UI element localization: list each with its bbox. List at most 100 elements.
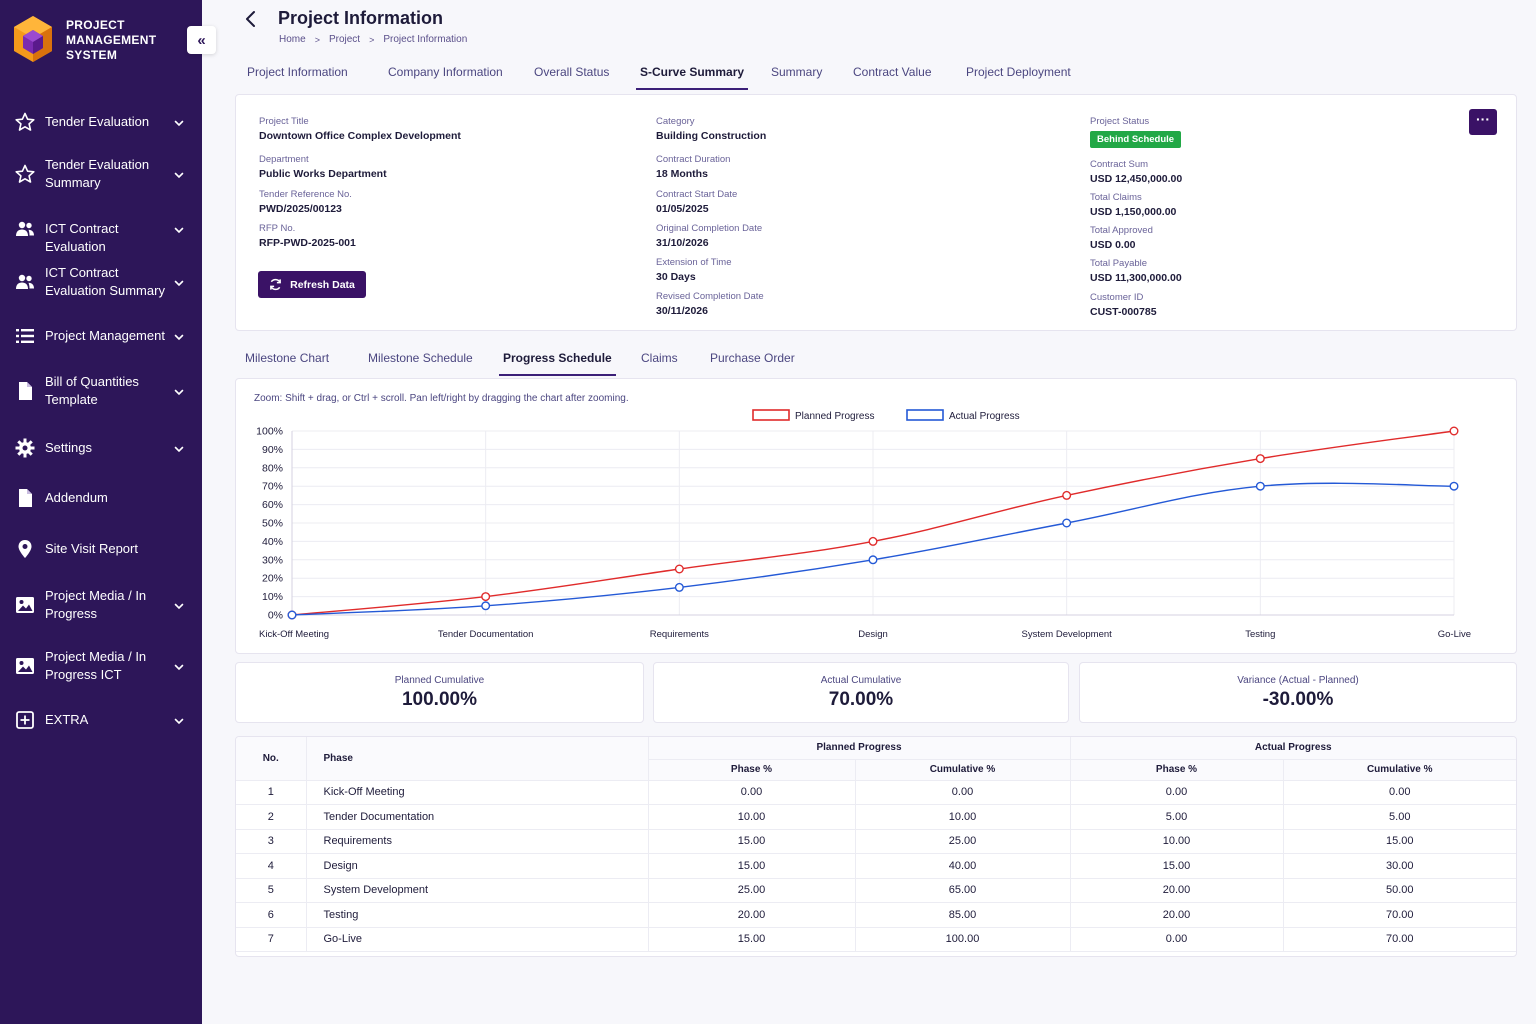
field-label: Contract Start Date — [656, 189, 738, 200]
document-icon — [15, 381, 35, 401]
page-title: Project Information — [278, 8, 444, 28]
field-total-approved: Total Approved USD 0.00 — [1090, 225, 1153, 253]
table-cell: 10.00 — [1070, 829, 1284, 854]
table-cell: System Development — [306, 878, 649, 903]
chevron-down-icon — [173, 660, 185, 672]
field-label: Department — [259, 154, 309, 165]
field-label: Total Approved — [1090, 225, 1153, 236]
chevron-down-icon — [173, 714, 185, 726]
stat-label: Actual Cumulative — [820, 675, 902, 686]
field-value: Building Construction — [656, 130, 767, 142]
field-label: Project Title — [259, 116, 309, 127]
field-customer-id: Customer ID CUST-000785 — [1090, 292, 1157, 320]
star-icon — [15, 164, 35, 184]
field-value: 01/05/2025 — [656, 203, 709, 215]
table-row: 6 Testing 20.00 85.00 20.00 70.00 — [236, 902, 1516, 928]
field-label: Total Claims — [1090, 192, 1142, 203]
table-cell: 70.00 — [1283, 902, 1516, 928]
col-planned-phase: Phase % — [648, 759, 856, 781]
users-icon — [15, 219, 35, 239]
tab-company-information[interactable]: Company Information — [388, 65, 503, 79]
stat-label: Variance (Actual - Planned) — [1237, 675, 1359, 686]
tab-s-curve-summary[interactable]: S-Curve Summary — [636, 60, 749, 90]
breadcrumb: Home > Project > Project Information — [279, 34, 467, 45]
col-actual-phase: Phase % — [1070, 759, 1284, 781]
breadcrumb-home[interactable]: Home — [279, 34, 306, 45]
field-label: Customer ID — [1090, 292, 1144, 303]
table-cell: 0.00 — [648, 780, 856, 805]
sidebar: PROJECT MANAGEMENT SYSTEM Tender Evaluat… — [0, 0, 202, 1024]
subtab-purchase-order[interactable]: Purchase Order — [710, 351, 795, 365]
map-pin-icon — [15, 539, 35, 559]
collapse-sidebar-button[interactable]: « — [187, 26, 216, 54]
back-arrow-icon[interactable] — [243, 10, 259, 28]
field-label: Tender Reference No. — [259, 189, 352, 200]
s-curve-chart[interactable]: 0% 10% 20% 30% 40% 50% 60% 70% 80% 90% 100% Kick-Of… — [236, 379, 1518, 655]
field-value: 30/11/2026 — [656, 305, 708, 317]
field-label: Project Status — [1090, 116, 1150, 127]
field-department: Department Public Works Department — [259, 154, 387, 182]
y-tick-label: 80% — [262, 462, 283, 474]
table-row: 4 Design 15.00 40.00 15.00 30.00 — [236, 853, 1516, 879]
table-cell: Requirements — [306, 829, 649, 854]
field-project-title: Project Title Downtown Office Complex Dev… — [259, 116, 461, 144]
table-cell: Tender Documentation — [306, 804, 649, 830]
table-cell: Testing — [306, 902, 649, 928]
y-tick-label: 20% — [262, 573, 283, 585]
planned-progress-point — [674, 564, 684, 574]
tab-project-information[interactable]: Project Information — [247, 65, 348, 79]
subtab-milestone-schedule[interactable]: Milestone Schedule — [368, 351, 473, 365]
subtab-claims[interactable]: Claims — [641, 351, 678, 365]
users-icon — [15, 272, 35, 292]
table-cell: 50.00 — [1283, 878, 1516, 903]
tab-overall-status[interactable]: Overall Status — [534, 65, 610, 79]
y-tick-label: 50% — [262, 518, 283, 530]
field-total-claims: Total Claims USD 1,150,000.00 — [1090, 192, 1176, 220]
col-actual-group: Actual Progress — [1070, 737, 1516, 760]
sidebar-item-label: Tender Evaluation Summary — [45, 157, 150, 190]
field-label: Revised Completion Date — [656, 291, 764, 302]
actual-progress-point — [481, 601, 491, 611]
col-planned-cum: Cumulative % — [855, 759, 1071, 781]
field-value: Public Works Department — [259, 168, 387, 180]
more-options-button[interactable]: ··· — [1469, 109, 1497, 135]
variance-card: Variance (Actual - Planned) -30.00% — [1079, 662, 1517, 723]
table-cell: 0.00 — [855, 780, 1071, 805]
subtab-milestone-chart[interactable]: Milestone Chart — [245, 351, 330, 365]
chevron-down-icon — [173, 168, 185, 180]
y-tick-label: 0% — [268, 610, 283, 622]
sidebar-item-label: Tender Evaluation — [45, 114, 150, 129]
breadcrumb-current: Project Information — [383, 34, 468, 45]
project-status-field: Project Status Behind Schedule — [1090, 116, 1182, 148]
field-value: USD 1,150,000.00 — [1090, 206, 1177, 218]
table-cell: 15.00 — [1283, 829, 1516, 854]
y-tick-label: 60% — [262, 499, 283, 511]
tab-contract-value[interactable]: Contract Value — [853, 65, 932, 79]
breadcrumb-project[interactable]: Project — [328, 34, 361, 45]
field-label: Contract Duration — [656, 154, 731, 165]
tab-project-deployment[interactable]: Project Deployment — [966, 65, 1071, 79]
field-contract-duration: Contract Duration 18 Months — [656, 154, 730, 182]
brand[interactable]: PROJECT MANAGEMENT SYSTEM — [12, 14, 156, 66]
brand-line: PROJECT — [66, 17, 125, 32]
table-row: 7 Go-Live 15.00 100.00 0.00 70.00 — [236, 927, 1516, 952]
table-cell: Kick-Off Meeting — [306, 780, 649, 805]
field-original-completion-date: Original Completion Date 31/10/2026 — [656, 223, 762, 251]
refresh-data-button[interactable]: Refresh Data — [258, 271, 366, 298]
x-tick-label: Tender Documentation — [438, 629, 534, 640]
subtab-progress-schedule[interactable]: Progress Schedule — [499, 346, 616, 376]
field-value: RFP-PWD-2025-001 — [259, 237, 356, 249]
tab-summary[interactable]: Summary — [771, 65, 823, 79]
sidebar-item-label: Project Management — [45, 328, 165, 343]
plus-square-icon — [15, 710, 35, 730]
field-label: Total Payable — [1090, 258, 1148, 269]
project-info-card: Project Title Downtown Office Complex Dev… — [235, 94, 1517, 331]
chevron-right-icon: > — [369, 34, 375, 45]
y-tick-label: 70% — [262, 481, 283, 493]
actual-progress-legend-label: Actual Progress — [949, 411, 1020, 422]
star-icon — [15, 112, 35, 132]
sidebar-item-label: Project Media / In Progress ICT — [45, 649, 147, 682]
table-cell: 25.00 — [648, 878, 856, 903]
table-cell: 10.00 — [648, 804, 856, 830]
actual-progress-point — [1255, 481, 1265, 491]
